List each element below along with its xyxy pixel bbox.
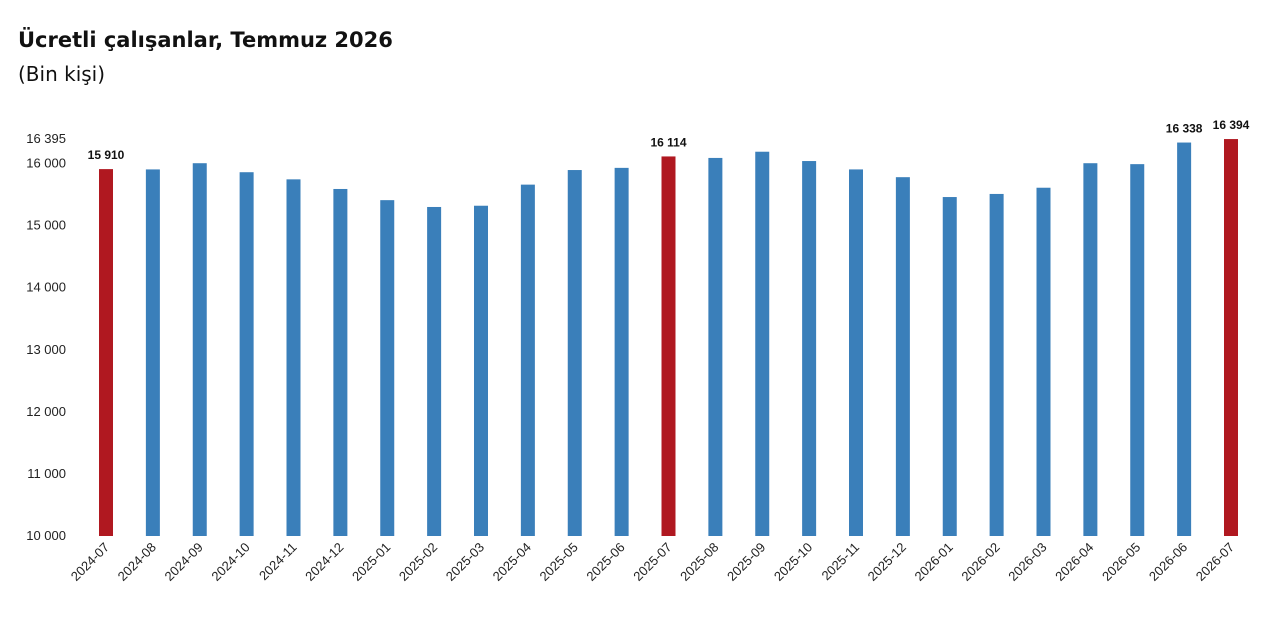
x-tick-label: 2026-05 — [1099, 540, 1143, 584]
x-tick-label: 2025-04 — [490, 540, 534, 584]
x-tick-label: 2025-03 — [443, 540, 487, 584]
data-label: 16 394 — [1213, 118, 1250, 132]
bar — [192, 163, 207, 536]
x-tick-label: 2026-06 — [1146, 540, 1190, 584]
x-tick-label: 2025-07 — [630, 540, 674, 584]
x-tick-label: 2026-04 — [1052, 540, 1096, 584]
y-tick-label: 16 000 — [26, 156, 66, 171]
y-tick-label: 10 000 — [26, 528, 66, 543]
x-tick-label: 2025-09 — [724, 540, 768, 584]
x-tick-label: 2024-10 — [208, 540, 252, 584]
x-tick-label: 2025-02 — [396, 540, 440, 584]
y-tick-label: 13 000 — [26, 342, 66, 357]
bar — [1036, 187, 1051, 536]
bar — [286, 179, 301, 536]
bar — [849, 169, 863, 537]
bar — [989, 193, 1004, 536]
bar — [99, 169, 113, 536]
x-tick-label: 2026-03 — [1005, 540, 1049, 584]
chart-title: Ücretli çalışanlar, Temmuz 2026 — [18, 28, 393, 52]
x-tick-label: 2024-12 — [302, 540, 346, 584]
data-label: 15 910 — [88, 148, 125, 162]
bar — [520, 184, 535, 537]
bar — [427, 206, 442, 536]
bar — [1130, 164, 1145, 536]
bar — [333, 188, 348, 537]
bar — [567, 170, 582, 537]
x-tick-label: 2025-12 — [865, 540, 909, 584]
bar — [802, 161, 817, 536]
x-tick-label: 2026-01 — [912, 540, 956, 584]
y-tick-label: 15 000 — [26, 218, 66, 233]
x-tick-label: 2026-02 — [958, 540, 1002, 584]
bar — [708, 157, 723, 536]
bar — [895, 177, 910, 536]
x-tick-label: 2025-05 — [537, 540, 581, 584]
bar — [1083, 163, 1098, 536]
bar — [614, 167, 629, 537]
x-tick-label: 2024-08 — [115, 540, 159, 584]
y-tick-label: 14 000 — [26, 280, 66, 295]
bar — [380, 200, 395, 536]
bar — [755, 151, 770, 536]
y-tick-label: 16 395 — [26, 131, 66, 146]
bar — [1224, 139, 1238, 536]
bar — [942, 197, 957, 537]
bar — [145, 169, 160, 537]
y-tick-label: 12 000 — [26, 404, 66, 419]
x-tick-label: 2024-11 — [256, 540, 300, 584]
bar — [239, 172, 254, 537]
y-tick-label: 11 000 — [27, 466, 66, 481]
data-label: 16 114 — [650, 135, 686, 149]
data-label: 16 338 — [1166, 122, 1203, 136]
x-tick-label: 2025-10 — [771, 540, 815, 584]
x-tick-label: 2026-07 — [1193, 540, 1237, 584]
bar — [474, 205, 488, 537]
bar — [661, 156, 676, 537]
x-tick-label: 2025-06 — [583, 540, 627, 584]
x-tick-label: 2025-08 — [677, 540, 721, 584]
x-tick-label: 2024-07 — [68, 540, 112, 584]
bar — [1177, 142, 1192, 536]
chart-subtitle: (Bin kişi) — [18, 62, 106, 86]
x-tick-label: 2024-09 — [162, 540, 206, 584]
x-tick-label: 2025-01 — [349, 540, 393, 584]
x-tick-label: 2025-11 — [818, 540, 862, 584]
